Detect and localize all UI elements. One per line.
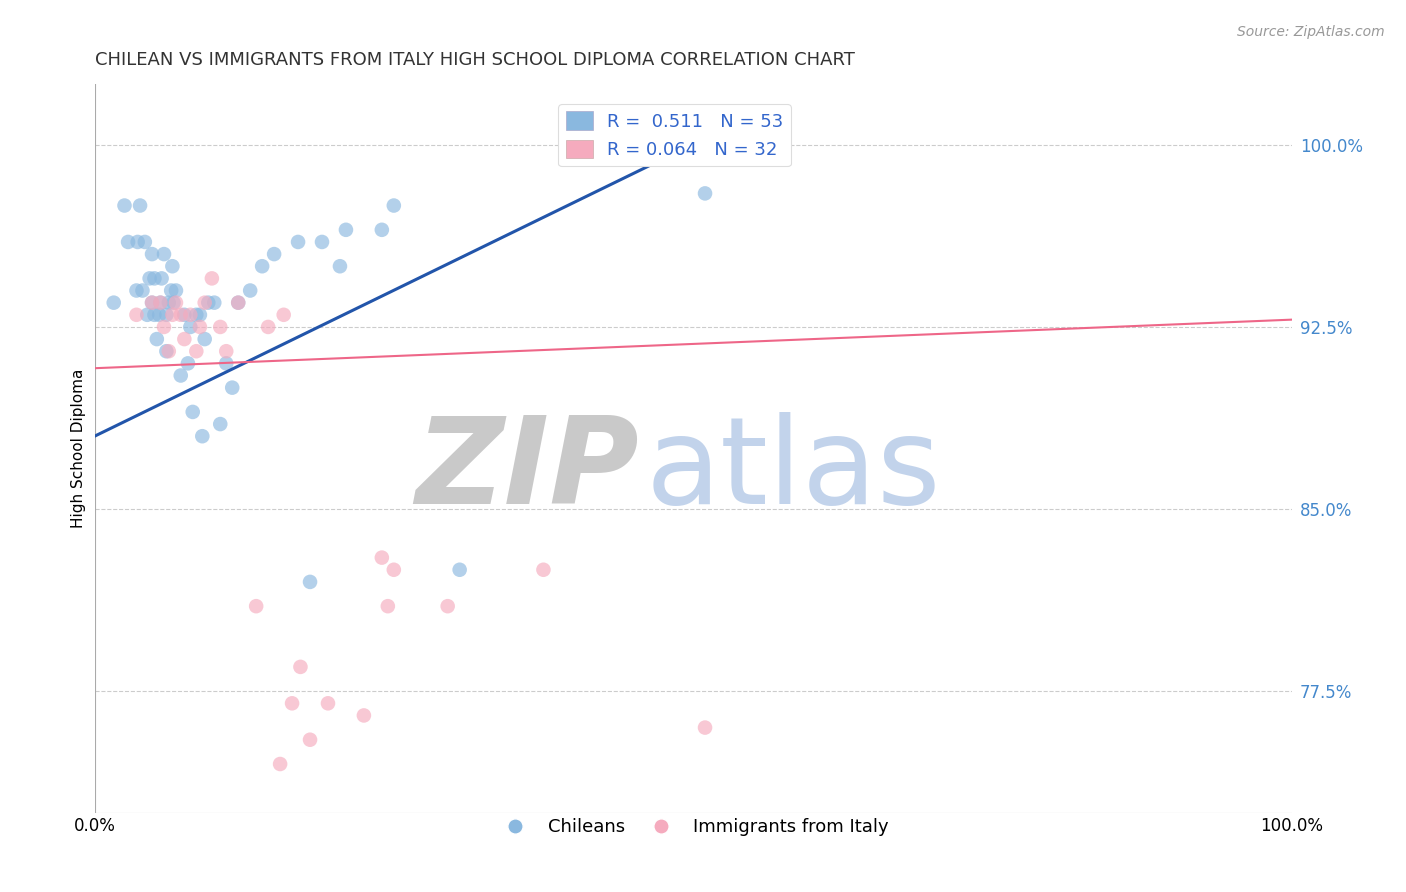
Point [250,259,273,273]
Point [221,381,243,395]
Point [197,295,219,310]
Point [245,599,267,614]
Point [141,295,163,310]
Point [157,344,180,359]
Text: atlas: atlas [645,412,941,529]
Point [693,186,716,201]
Point [149,295,172,310]
Point [136,308,159,322]
Point [170,368,193,383]
Point [263,247,285,261]
Point [146,332,169,346]
Point [170,308,193,322]
Point [148,308,170,322]
Point [290,660,312,674]
Point [239,284,262,298]
Point [299,574,322,589]
Y-axis label: High School Diploma: High School Diploma [72,368,86,528]
Point [131,284,153,298]
Point [141,295,163,310]
Point [269,757,291,772]
Point [141,247,163,261]
Point [162,259,184,273]
Point [287,235,309,249]
Point [143,271,166,285]
Point [382,198,405,212]
Point [186,344,208,359]
Point [209,417,232,431]
Point [165,295,187,310]
Point [153,247,176,261]
Point [693,721,716,735]
Point [125,308,148,322]
Point [215,344,238,359]
Point [371,223,394,237]
Point [157,295,180,310]
Point [103,295,125,310]
Point [329,259,352,273]
Point [153,320,176,334]
Point [150,271,173,285]
Text: Source: ZipAtlas.com: Source: ZipAtlas.com [1237,25,1385,39]
Point [194,295,217,310]
Point [226,295,249,310]
Point [353,708,375,723]
Point [162,308,184,322]
Point [162,295,184,310]
Point [273,308,295,322]
Point [299,732,322,747]
Point [201,271,224,285]
Point [155,344,177,359]
Point [138,271,160,285]
Point [155,308,177,322]
Point [449,563,471,577]
Point [226,295,249,310]
Point [257,320,280,334]
Point [188,320,211,334]
Point [202,295,225,310]
Point [186,308,208,322]
Point [377,599,399,614]
Point [215,356,238,370]
Point [149,295,172,310]
Point [209,320,232,334]
Point [311,235,333,249]
Point [165,284,187,298]
Point [281,696,304,710]
Point [436,599,458,614]
Point [173,332,195,346]
Point [125,284,148,298]
Legend: Chileans, Immigrants from Italy: Chileans, Immigrants from Italy [489,811,896,844]
Point [173,308,195,322]
Point [188,308,211,322]
Point [316,696,339,710]
Point [181,405,204,419]
Text: CHILEAN VS IMMIGRANTS FROM ITALY HIGH SCHOOL DIPLOMA CORRELATION CHART: CHILEAN VS IMMIGRANTS FROM ITALY HIGH SC… [94,51,855,69]
Point [371,550,394,565]
Point [127,235,149,249]
Point [179,320,201,334]
Point [177,356,200,370]
Point [191,429,214,443]
Point [194,332,217,346]
Point [129,198,152,212]
Text: ZIP: ZIP [415,412,640,529]
Point [160,284,183,298]
Point [114,198,136,212]
Point [134,235,156,249]
Point [533,563,555,577]
Point [335,223,357,237]
Point [179,308,201,322]
Point [117,235,139,249]
Point [382,563,405,577]
Point [143,308,166,322]
